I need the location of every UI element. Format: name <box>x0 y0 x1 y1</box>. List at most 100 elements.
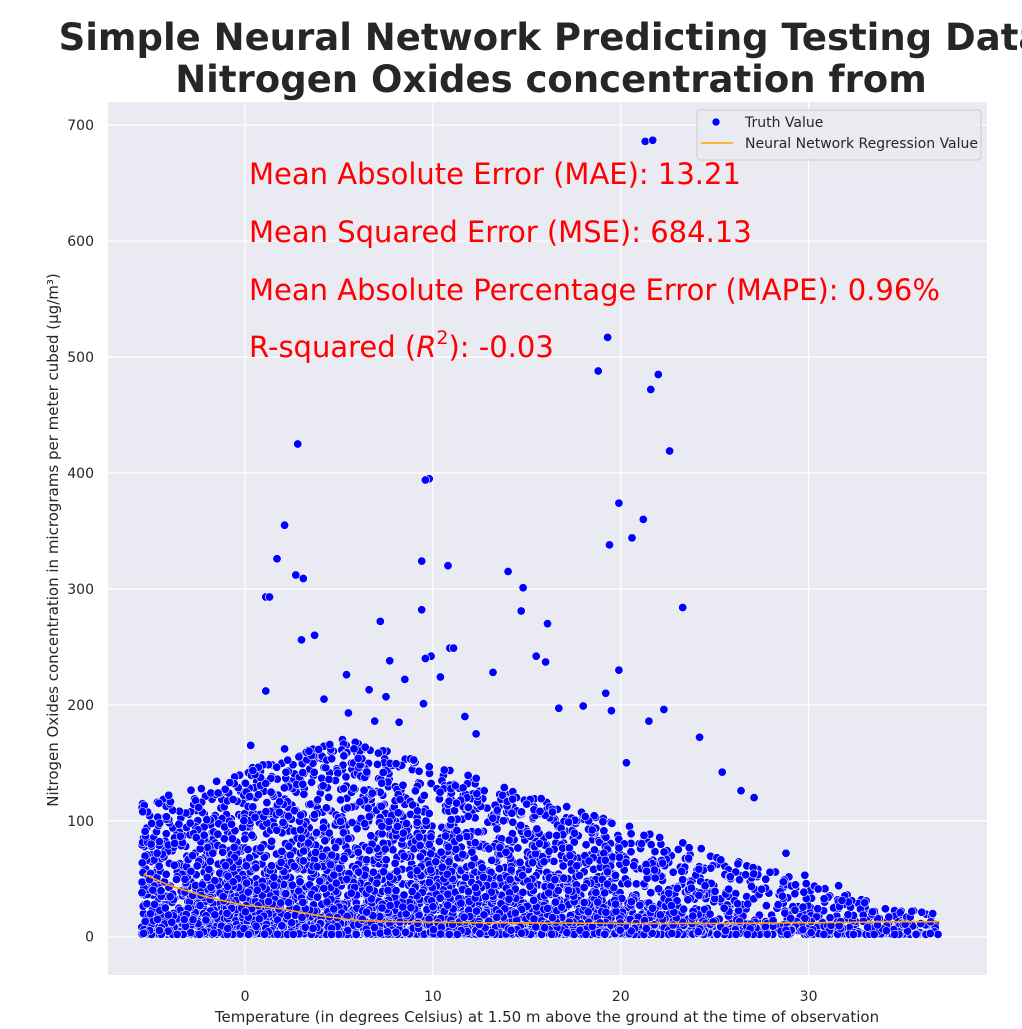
truth-point <box>848 929 858 939</box>
truth-point <box>742 929 752 939</box>
truth-point <box>254 914 264 924</box>
plot-area <box>108 102 987 975</box>
truth-point <box>426 849 436 859</box>
truth-point <box>458 783 468 793</box>
truth-point <box>137 888 147 898</box>
truth-point <box>799 887 809 897</box>
y-tick-label: 600 <box>67 234 94 250</box>
truth-point <box>547 807 557 817</box>
truth-point <box>362 767 372 777</box>
truth-point <box>525 881 535 891</box>
truth-point <box>295 877 305 887</box>
truth-point <box>462 831 472 841</box>
truth-point <box>562 928 572 938</box>
truth-point <box>188 915 198 925</box>
truth-point <box>650 873 660 883</box>
truth-point <box>308 923 318 933</box>
truth-point <box>347 818 357 828</box>
truth-point <box>659 847 669 857</box>
truth-point <box>653 884 663 894</box>
y-tick-label: 100 <box>67 814 94 830</box>
truth-point <box>419 790 429 800</box>
truth-point <box>139 928 149 938</box>
truth-point <box>191 833 201 843</box>
truth-point <box>410 786 420 796</box>
truth-point <box>626 897 636 907</box>
truth-point <box>311 828 321 838</box>
truth-point <box>778 877 788 887</box>
truth-point <box>401 818 411 828</box>
truth-point <box>484 844 494 854</box>
truth-point <box>478 872 488 882</box>
truth-point <box>436 929 446 939</box>
truth-point <box>761 901 771 911</box>
truth-point <box>326 860 336 870</box>
truth-point <box>765 867 775 877</box>
truth-point <box>544 830 554 840</box>
truth-point <box>152 848 162 858</box>
truth-point <box>486 887 496 897</box>
truth-point <box>299 789 309 799</box>
truth-point <box>454 833 464 843</box>
truth-point <box>289 861 299 871</box>
truth-point <box>150 899 160 909</box>
truth-point <box>598 817 608 827</box>
truth-point <box>391 927 401 937</box>
truth-point <box>437 862 447 872</box>
truth-point <box>725 872 735 882</box>
truth-point <box>487 855 497 865</box>
truth-point <box>336 795 346 805</box>
truth-point <box>495 843 505 853</box>
y-tick-label: 400 <box>67 466 94 482</box>
truth-point <box>798 902 808 912</box>
truth-point <box>201 915 211 925</box>
truth-point <box>392 821 402 831</box>
truth-point <box>376 801 386 811</box>
truth-point <box>447 919 457 929</box>
truth-point <box>719 903 729 913</box>
truth-point <box>516 820 526 830</box>
truth-point <box>547 913 557 923</box>
truth-point <box>244 853 254 863</box>
truth-point <box>137 858 147 868</box>
truth-point <box>263 897 273 907</box>
truth-point <box>801 879 811 889</box>
truth-point <box>243 844 253 854</box>
truth-point <box>487 928 497 938</box>
truth-point <box>359 785 369 795</box>
truth-point <box>499 782 509 792</box>
truth-point <box>239 816 249 826</box>
truth-point <box>272 825 282 835</box>
truth-point <box>175 831 185 841</box>
chart-title-line-1: Simple Neural Network Predicting Testing… <box>58 16 1022 59</box>
truth-point <box>559 873 569 883</box>
truth-point <box>641 924 651 934</box>
truth-point <box>735 916 745 926</box>
truth-point <box>724 884 734 894</box>
truth-point <box>392 866 402 876</box>
truth-point <box>470 838 480 848</box>
truth-point <box>363 928 373 938</box>
truth-point <box>169 860 179 870</box>
truth-point <box>303 838 313 848</box>
truth-point <box>205 856 215 866</box>
truth-point <box>467 847 477 857</box>
truth-point <box>471 773 481 783</box>
truth-point <box>544 888 554 898</box>
truth-point <box>393 808 403 818</box>
truth-point <box>212 776 222 786</box>
truth-point <box>240 778 250 788</box>
truth-point <box>522 799 532 809</box>
truth-point <box>160 903 170 913</box>
truth-point <box>463 811 473 821</box>
truth-point <box>480 892 490 902</box>
truth-point <box>283 755 293 765</box>
truth-point <box>629 861 639 871</box>
truth-point <box>352 824 362 834</box>
truth-point <box>298 897 308 907</box>
truth-point <box>251 863 261 873</box>
truth-point <box>780 908 790 918</box>
truth-point <box>240 907 250 917</box>
truth-point <box>624 821 634 831</box>
